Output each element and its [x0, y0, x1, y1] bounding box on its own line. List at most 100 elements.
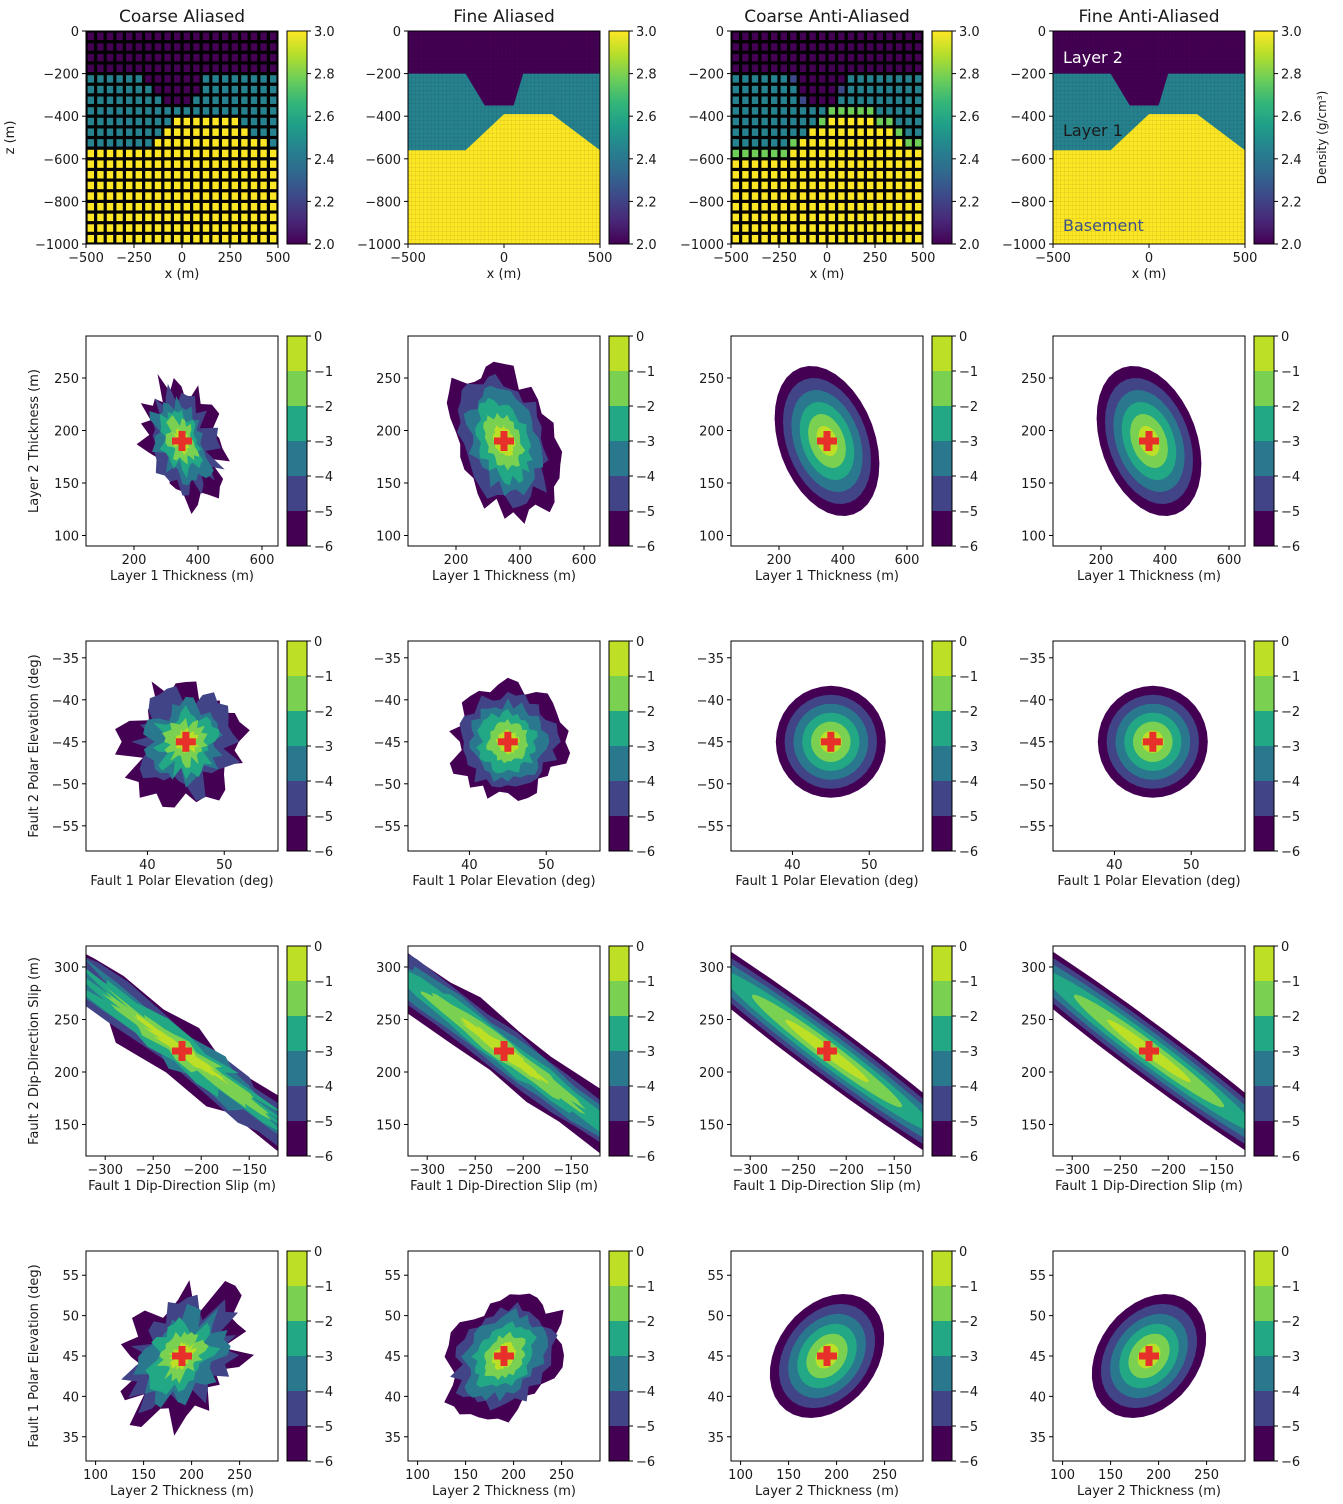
colorbar-segment: [609, 816, 629, 851]
density-cell: [212, 203, 219, 211]
colorbar-segment: [609, 1086, 629, 1121]
density-cell: [202, 224, 210, 232]
density-cell: [241, 128, 248, 136]
density-cell: [886, 171, 893, 179]
density-cell: [250, 64, 258, 72]
density-cell: [145, 181, 152, 190]
plot-frame: [407, 335, 601, 547]
y-tick-label: 55: [62, 1269, 79, 1284]
density-cell: [231, 107, 238, 115]
y-tick-label: −35: [374, 652, 401, 667]
density-cell: [751, 117, 759, 126]
density-cell: [202, 32, 210, 41]
density-cell: [164, 149, 171, 158]
density-cell: [183, 149, 190, 158]
true-value-marker: [172, 1346, 192, 1366]
density-cell: [222, 117, 229, 126]
density-cell: [771, 234, 778, 243]
density-cell: [742, 32, 749, 41]
density-cell: [126, 96, 133, 104]
density-cell: [771, 192, 778, 200]
x-tick-label: 200: [122, 553, 147, 568]
density-cell: [270, 234, 277, 243]
marker-bar: [827, 731, 835, 752]
y-tick-label: 150: [54, 477, 79, 492]
density-cell: [732, 234, 739, 243]
density-cell: [780, 224, 787, 232]
density-cell: [87, 234, 94, 243]
density-cell: [857, 224, 864, 232]
plot-background: [86, 31, 278, 244]
y-tick-label: −400: [1010, 110, 1046, 125]
density-cell: [154, 107, 162, 115]
colorbar-tick-label: −3: [314, 1350, 333, 1365]
x-axis-label: x (m): [487, 267, 522, 282]
plot-frame: [1052, 640, 1246, 852]
density-cell: [97, 128, 104, 136]
density-cell: [886, 64, 893, 72]
x-tick-label: 100: [1050, 1468, 1075, 1483]
density-cell: [250, 160, 258, 168]
contour-panel: 200 400 600 100 150 200 250 Layer 1 Thickness (…: [54, 330, 333, 584]
colorbar-tick-label: −6: [959, 1455, 978, 1470]
density-cell: [895, 128, 903, 136]
density-cell: [751, 160, 759, 168]
density-cell: [250, 75, 258, 83]
y-tick-label: 40: [62, 1390, 79, 1405]
density-cell: [222, 149, 229, 158]
colorbar-tick-label: −5: [636, 810, 655, 825]
marker-bar: [178, 1041, 186, 1061]
y-tick-label: 50: [1029, 1310, 1046, 1325]
density-cell: [819, 64, 826, 72]
density-cell: [790, 213, 797, 222]
density-cell: [799, 32, 807, 41]
y-tick-label: 200: [1021, 1066, 1046, 1081]
colorbar-segment: [1254, 816, 1274, 851]
density-cell: [857, 85, 864, 94]
density-cell: [761, 234, 768, 243]
density-cell: [915, 139, 922, 147]
density-cell: [212, 32, 219, 41]
x-tick-label: −250: [1102, 1163, 1138, 1178]
density-cell: [819, 32, 826, 41]
density-cell: [838, 203, 845, 211]
colorbar-tick-label: −4: [314, 775, 333, 790]
y-tick-label: 150: [1021, 1119, 1046, 1134]
colorbar-segment: [1254, 781, 1274, 816]
density-cell: [809, 181, 816, 190]
density-cell: [222, 64, 229, 72]
colorbar-tick-label: −2: [1281, 705, 1300, 720]
y-tick-label: 50: [384, 1310, 401, 1325]
colorbar-segment: [287, 781, 307, 816]
density-cell: [202, 53, 210, 62]
density-cell: [174, 117, 181, 126]
density-cell: [183, 224, 190, 232]
y-tick-label: −55: [52, 820, 79, 835]
y-tick-label: −45: [374, 736, 401, 751]
colorbar-tick-label: 0: [314, 330, 322, 345]
density-cell: [97, 149, 104, 158]
colorbar-tick-label: −5: [314, 810, 333, 825]
density-cell: [886, 213, 893, 222]
density-cell: [867, 107, 874, 115]
density-cell: [106, 96, 114, 104]
density-cell: [809, 32, 816, 41]
colorbar-tick-label: 0: [959, 1245, 967, 1260]
density-cell: [780, 139, 787, 147]
density-cell: [260, 107, 267, 115]
density-cell: [809, 96, 816, 104]
colorbar-segment: [1254, 946, 1274, 981]
density-cell: [876, 64, 883, 72]
density-cell: [751, 85, 759, 94]
colorbar-tick-label: −1: [959, 975, 978, 990]
y-tick-label: −50: [697, 778, 724, 793]
density-cell: [154, 160, 162, 168]
colorbar-segment: [287, 1051, 307, 1086]
density-cell: [905, 224, 912, 232]
y-tick-label: 150: [1021, 477, 1046, 492]
density-cell: [905, 139, 912, 147]
x-axis-label: Fault 1 Dip-Direction Slip (m): [88, 1179, 276, 1194]
density-cell: [193, 234, 200, 243]
density-cell: [87, 32, 94, 41]
density-cell: [212, 192, 219, 200]
